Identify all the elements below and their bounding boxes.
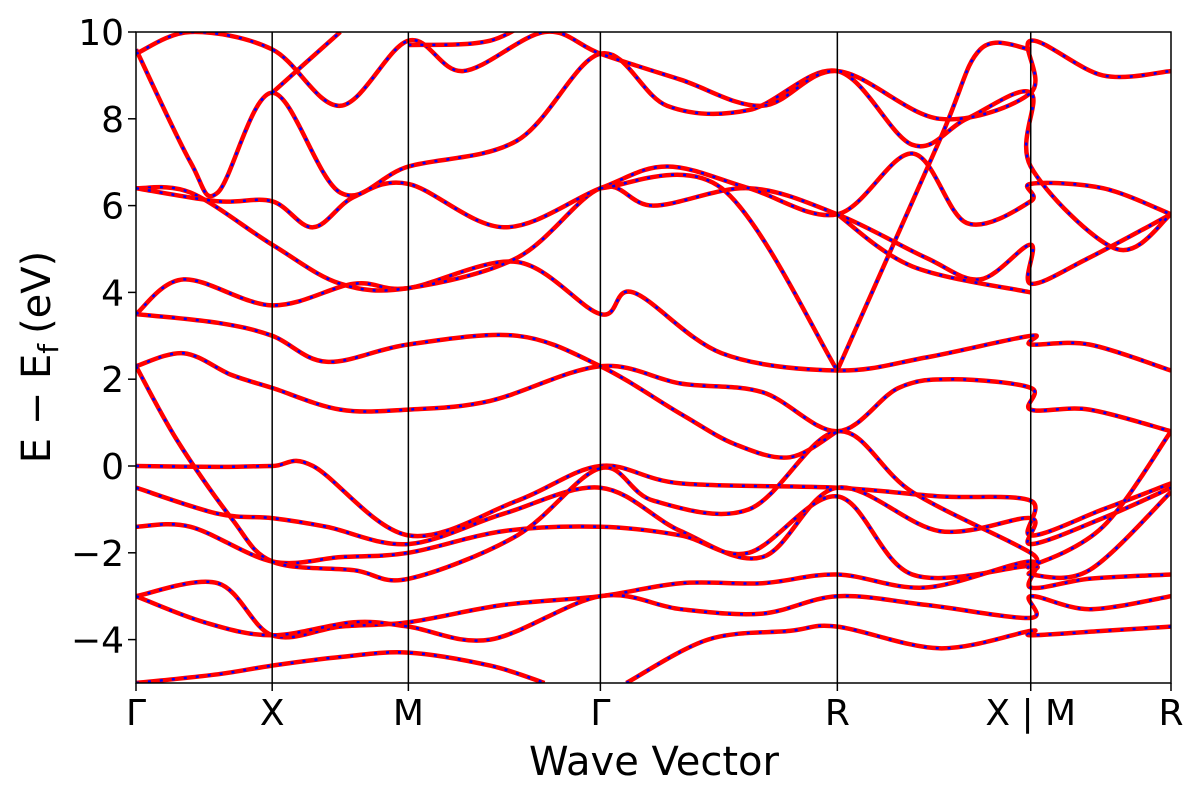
band-10-solid bbox=[136, 259, 1171, 373]
band-0-solid bbox=[136, 458, 1171, 539]
band-17-solid bbox=[835, 40, 1032, 372]
band-3-solid bbox=[136, 559, 1171, 640]
band-1-dashed bbox=[136, 486, 1171, 560]
y-tick-label-6: 8 bbox=[101, 100, 124, 141]
band-7-solid bbox=[136, 350, 1171, 434]
y-tick-label-7: 10 bbox=[78, 13, 124, 54]
band-9-dashed bbox=[136, 312, 838, 459]
band-13-dashed bbox=[136, 48, 1171, 252]
band-19-solid bbox=[835, 212, 1032, 295]
band-16-solid bbox=[408, 32, 516, 48]
band-13-solid bbox=[136, 48, 1171, 253]
band-12-solid bbox=[136, 151, 1171, 230]
band-4-dashed bbox=[136, 593, 1171, 642]
band-5-dashed bbox=[136, 651, 545, 683]
band-11-solid bbox=[136, 184, 1171, 293]
band-10-dashed bbox=[136, 260, 1171, 372]
x-tick-label-0: Γ bbox=[126, 693, 146, 734]
band-6-solid bbox=[625, 623, 1171, 683]
x-axis-ticks: Γ X M Γ R X | M R bbox=[126, 683, 1184, 734]
plot-frame bbox=[135, 31, 1172, 684]
x-tick-label-6: R bbox=[1158, 693, 1183, 734]
band-11-dashed bbox=[136, 185, 1171, 292]
y-tick-label-5: 6 bbox=[101, 187, 124, 228]
x-tick-label-1: X bbox=[260, 693, 285, 734]
y-tick-label-1: −2 bbox=[71, 534, 124, 575]
y-tick-label-4: 4 bbox=[101, 273, 124, 314]
band-7-dashed bbox=[136, 351, 1171, 433]
y-axis-title-main: E − E bbox=[14, 354, 60, 464]
band-3-dashed bbox=[136, 560, 1171, 639]
x-tick-label-4: R bbox=[825, 693, 850, 734]
band-18-solid bbox=[600, 172, 840, 372]
high-symmetry-lines bbox=[271, 32, 1032, 683]
y-tick-label-3: 2 bbox=[101, 360, 124, 401]
band-15-dashed bbox=[271, 32, 342, 94]
y-tick-label-0: −4 bbox=[71, 621, 124, 662]
y-tick-label-2: 0 bbox=[101, 447, 124, 488]
x-tick-label-3: Γ bbox=[590, 693, 610, 734]
x-tick-label-2: M bbox=[393, 693, 424, 734]
band-14-dashed bbox=[136, 32, 1171, 121]
band-18-dashed bbox=[600, 173, 839, 372]
y-axis-title-subscript: f bbox=[32, 343, 65, 354]
y-axis-ticks: −4 −2 0 2 4 6 8 10 bbox=[71, 13, 136, 662]
band-8-solid bbox=[136, 365, 1171, 583]
y-axis-title-unit: (eV) bbox=[14, 251, 60, 334]
x-tick-label-5: X | M bbox=[985, 693, 1076, 734]
y-axis-title: E − Ef (eV) bbox=[14, 251, 65, 464]
band-6-dashed bbox=[625, 624, 1171, 683]
x-axis-title: Wave Vector bbox=[529, 739, 780, 785]
bands-layer bbox=[136, 32, 1171, 683]
